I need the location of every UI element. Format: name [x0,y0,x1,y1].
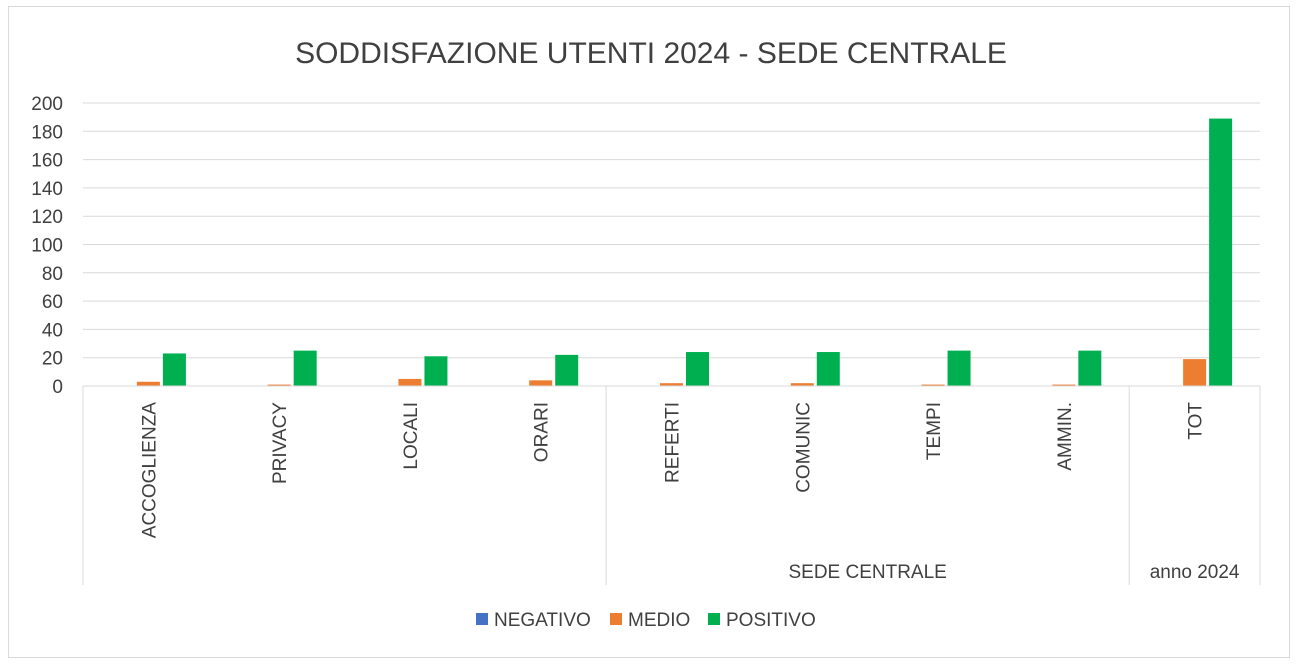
chart-frame [8,6,1290,658]
group-label: anno 2024 [1150,562,1240,583]
legend-swatch-medio [610,613,622,625]
bar-medio-7 [1052,384,1076,386]
y-tick-label: 120 [31,207,63,228]
x-tick-label: REFERTI [663,402,684,483]
bar-positivo-6 [947,350,971,386]
y-tick-label: 160 [31,151,63,172]
y-tick-label: 140 [31,179,63,200]
bar-positivo-8 [1209,118,1233,386]
legend-swatch-positivo [708,613,720,625]
bar-medio-5 [790,383,814,386]
bar-medio-8 [1183,359,1207,386]
bar-positivo-3 [555,354,579,386]
bars [136,118,1233,386]
legend-label-positivo: POSITIVO [726,610,816,631]
y-tick-label: 20 [42,349,63,370]
x-axis: ACCOGLIENZA PRIVACY LOCALI ORARI REFERTI COMU… [82,385,1261,585]
bar-medio-3 [529,380,553,386]
bar-medio-0 [136,381,160,386]
y-tick-label: 100 [31,236,63,257]
x-tick-label: PRIVACY [270,402,291,484]
x-tick-label: TOT [1186,402,1207,440]
legend: NEGATIVO MEDIO POSITIVO [476,610,816,631]
bar-medio-6 [921,384,945,386]
group-label: SEDE CENTRALE [788,562,946,583]
gridlines [83,102,1260,359]
x-tick-label: ACCOGLIENZA [139,402,160,539]
x-tick-label: TEMPI [924,402,945,460]
bar-medio-2 [398,378,422,386]
bar-positivo-4 [686,352,709,386]
y-axis: 0 20 40 60 80 100 120 140 160 180 200 [31,94,63,398]
bar-positivo-1 [293,350,317,386]
legend-swatch-negativo [476,613,488,625]
bar-positivo-7 [1078,350,1102,386]
bar-medio-1 [267,384,291,386]
y-tick-label: 80 [42,264,63,285]
y-tick-label: 200 [31,94,63,115]
x-tick-label: ORARI [532,402,553,462]
y-tick-label: 40 [42,320,63,341]
chart-title: SODDISFAZIONE UTENTI 2024 - SEDE CENTRAL… [295,37,1007,70]
bar-medio-4 [660,383,683,386]
y-tick-label: 0 [52,377,63,398]
x-tick-label: COMUNIC [793,402,814,493]
legend-label-negativo: NEGATIVO [494,610,591,631]
bar-positivo-5 [816,352,840,386]
y-tick-label: 180 [31,122,63,143]
bar-positivo-2 [424,356,448,386]
x-tick-label: AMMIN. [1055,402,1076,471]
legend-label-medio: MEDIO [628,610,690,631]
bar-positivo-0 [162,353,186,386]
y-tick-label: 60 [42,292,63,313]
x-tick-label: LOCALI [401,402,422,470]
